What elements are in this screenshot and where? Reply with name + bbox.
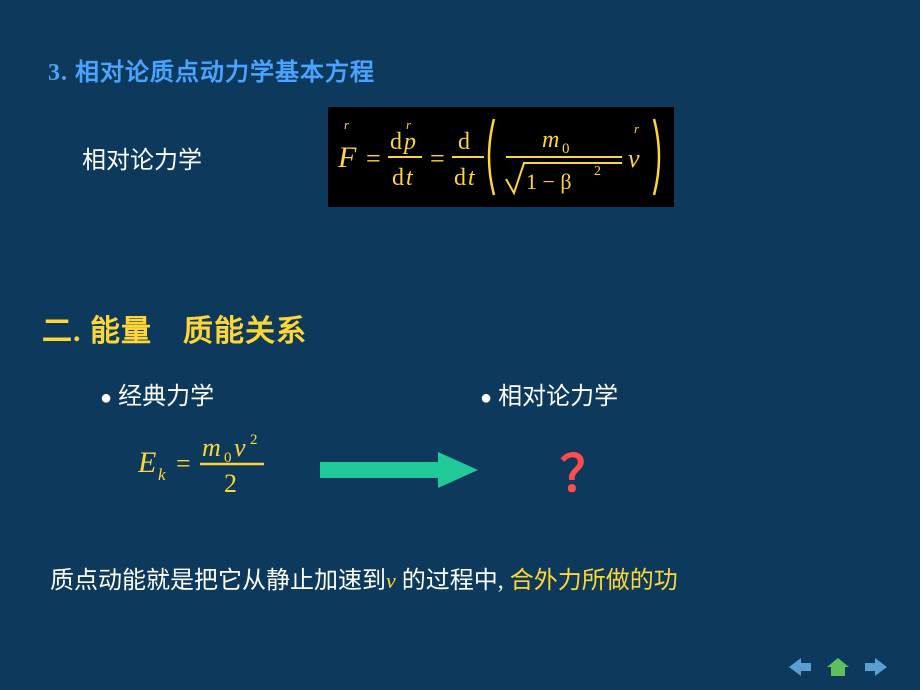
bullet-dot-icon: ● [480,387,492,409]
force-formula-box: r F = d r p d t = d d t [328,107,674,207]
m-symbol: m [542,127,559,153]
F-symbol: F [338,141,357,174]
nav-home-button[interactable] [824,656,852,678]
t-bot-2: t [468,165,476,191]
sqrt-arg: 1 − β [526,169,572,194]
E-sub-k: k [158,465,166,484]
v-exp: 2 [250,432,258,448]
section-3-heading: 3. 相对论质点动力学基本方程 [48,52,375,87]
nav-prev-button[interactable] [786,656,814,678]
d-top-2: d [458,129,470,155]
question-mark: ？ [560,434,610,506]
t-bot-1: t [406,165,414,191]
v-symbol: v [628,144,640,173]
beta-exp: 2 [594,164,601,179]
bottom-part1: 质点动能就是把它从静止加速到 [50,568,386,594]
bottom-v: v [386,568,396,593]
arrow-left-icon [789,658,811,676]
bottom-part2: 的过程中, [396,568,510,594]
bullet-right-text: 相对论力学 [498,384,618,410]
heading-title: 相对论质点动力学基本方程 [75,60,375,86]
section-3-subtext: 相对论力学 [82,140,202,175]
d-bot-2: d [454,165,466,191]
force-formula-svg: r F = d r p d t = d d t [338,113,664,199]
bullet-relativistic: ● 相对论力学 [480,376,618,411]
E-symbol: E [138,446,156,479]
p-symbol: p [402,129,416,155]
bottom-part3: 合外力所做的功 [510,568,678,594]
section-2-heading: 二. 能量 质能关系 [42,306,307,350]
nav-next-button[interactable] [862,656,890,678]
bullet-classical: ● 经典力学 [100,376,214,411]
d-bot-1: d [392,165,404,191]
kinetic-energy-formula: E k = m 0 v 2 2 [138,428,298,503]
equals-3: = [176,449,191,478]
denom-2: 2 [224,469,237,498]
v-symbol-2: v [234,433,246,462]
m-symbol-2: m [202,433,221,462]
m-sub-0: 0 [562,141,570,157]
bullet-dot-icon: ● [100,387,112,409]
nav-buttons [786,656,890,678]
vector-r-F: r [344,117,350,132]
equals-2: = [430,144,445,173]
home-icon [827,658,849,676]
vector-r-v: r [634,121,640,136]
heading-prefix: 3. [48,60,75,86]
bullet-left-text: 经典力学 [118,384,214,410]
d-top-1: d [390,129,402,155]
equals-1: = [366,144,381,173]
arrow-right-icon [865,658,887,676]
slide: 3. 相对论质点动力学基本方程 相对论力学 r F = d r p d t = … [0,0,920,690]
arrow-icon [320,452,480,493]
bottom-sentence: 质点动能就是把它从静止加速到v 的过程中, 合外力所做的功 [50,560,678,595]
